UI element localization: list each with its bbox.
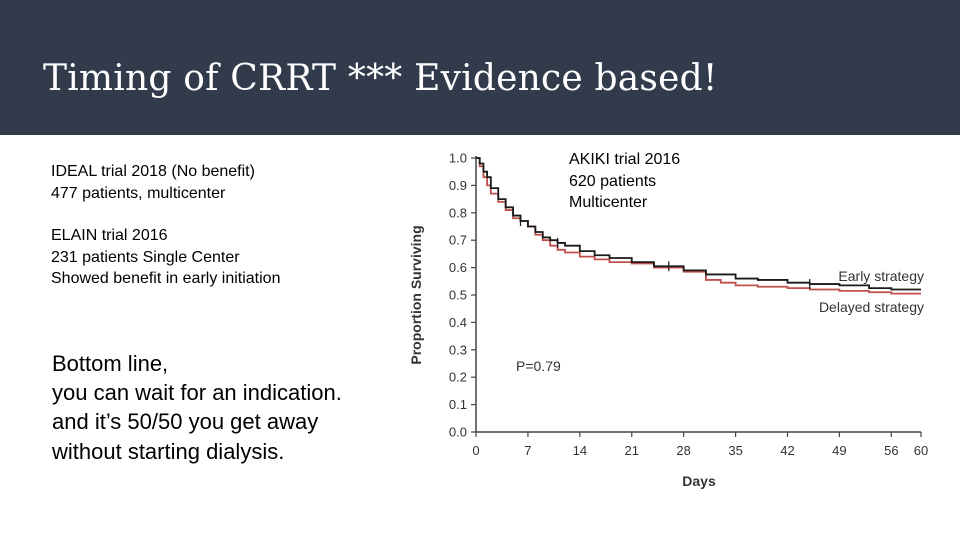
- akiki-trial-block: AKIKI trial 2016 620 patients Multicente…: [569, 149, 680, 214]
- x-axis-label: Days: [682, 473, 716, 489]
- ideal-line-2: 477 patients, multicenter: [51, 184, 226, 202]
- y-axis-label: Proportion Surviving: [408, 225, 424, 364]
- x-tick-label: 56: [884, 443, 898, 458]
- chart-series: [476, 157, 921, 295]
- early-strategy-curve: [476, 157, 921, 291]
- ideal-line-1: IDEAL trial 2018 (No benefit): [51, 163, 255, 180]
- bottom-line-1: Bottom line,: [52, 351, 169, 376]
- elain-trial-block: ELAIN trial 2016 231 patients Single Cen…: [51, 225, 280, 290]
- x-tick-label: 28: [676, 443, 690, 458]
- bottom-line-2: you can wait for an indication.: [52, 380, 342, 406]
- legend-early-strategy: Early strategy: [838, 268, 924, 284]
- y-tick-label: 0.7: [449, 233, 467, 248]
- elain-line-1: ELAIN trial 2016: [51, 227, 168, 244]
- y-tick-label: 0.4: [449, 315, 467, 330]
- x-tick-label: 60: [914, 443, 928, 458]
- elain-line-3: Showed benefit in early initiation: [51, 270, 281, 287]
- delayed-strategy-curve: [476, 157, 921, 295]
- elain-line-2: 231 patients Single Center: [51, 248, 240, 266]
- y-tick-label: 0.5: [449, 288, 467, 303]
- ideal-trial-block: IDEAL trial 2018 (No benefit) 477 patien…: [51, 161, 255, 204]
- akiki-line-2: 620 patients: [569, 172, 657, 190]
- y-tick-label: 0.0: [449, 425, 467, 440]
- p-value-annotation: P=0.79: [516, 358, 561, 374]
- y-tick-label: 0.1: [449, 397, 467, 412]
- x-tick-label: 0: [472, 443, 479, 458]
- x-tick-label: 7: [524, 443, 531, 458]
- x-tick-label: 49: [832, 443, 846, 458]
- bottom-line-3: and it’s 50/50 you get away: [52, 409, 319, 435]
- x-tick-label: 35: [728, 443, 742, 458]
- bottom-line-block: Bottom line, you can wait for an indicat…: [52, 349, 342, 466]
- akiki-line-1: AKIKI trial 2016: [569, 151, 681, 168]
- y-tick-label: 0.8: [449, 205, 467, 220]
- y-tick-label: 0.3: [449, 342, 467, 357]
- bottom-line-4: without starting dialysis.: [52, 438, 285, 464]
- x-tick-label: 21: [625, 443, 639, 458]
- y-tick-label: 0.9: [449, 178, 467, 193]
- x-tick-label: 42: [780, 443, 794, 458]
- chart-axes: 0.0 0.1 0.2 0.3 0.4 0.5 0.6 0.7 0.8 0.9 1.0 0 7 14 21 2…: [449, 151, 928, 459]
- slide-title: Timing of CRRT *** Evidence based!: [43, 58, 718, 99]
- legend-delayed-strategy: Delayed strategy: [819, 299, 924, 315]
- y-tick-label: 0.6: [449, 260, 467, 275]
- y-tick-label: 0.2: [449, 370, 467, 385]
- x-tick-label: 14: [573, 443, 587, 458]
- title-bar: Timing of CRRT *** Evidence based!: [0, 0, 960, 135]
- y-tick-label: 1.0: [449, 151, 467, 166]
- akiki-line-3: Multicenter: [569, 194, 648, 211]
